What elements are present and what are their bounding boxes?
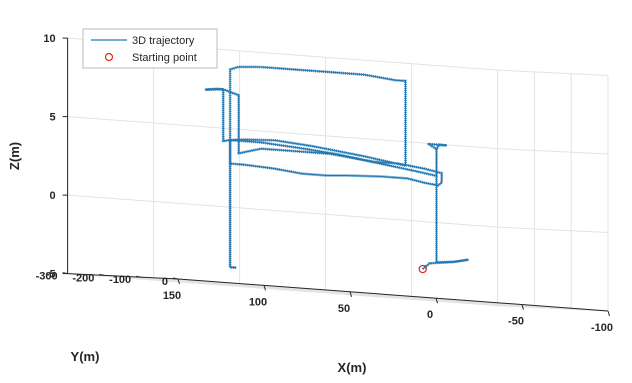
x-tick-label: 50	[338, 303, 350, 315]
starting-point-marker	[418, 264, 427, 274]
legend-entry-start: Starting point	[132, 52, 197, 64]
x-tick-mark	[435, 298, 438, 304]
y-tick-label: -200	[72, 272, 94, 284]
backwall-gridline-z	[67, 194, 498, 228]
x-tick-mark	[521, 304, 524, 310]
legend-entry-trajectory: 3D trajectory	[132, 35, 195, 47]
z-tick-label: -5	[46, 269, 56, 281]
y-tick-label: 0	[162, 276, 168, 288]
trajectory-line-texture	[204, 65, 469, 271]
z-tick-label: 0	[49, 190, 55, 202]
z-tick-label: 10	[43, 33, 55, 45]
y-tick-label: -100	[109, 274, 131, 286]
x-tick-mark	[607, 310, 610, 317]
x-tick-label: 150	[163, 290, 181, 302]
legend: 3D trajectory Starting point	[82, 28, 218, 69]
y-tick-mark	[99, 273, 105, 276]
x-tick-mark	[349, 291, 352, 297]
x-axis-line	[177, 278, 609, 312]
x-tick-label: -50	[508, 316, 524, 328]
backwall-gridline-z	[67, 116, 498, 150]
x-tick-label: 100	[249, 296, 267, 308]
floor-gridline-y	[104, 274, 535, 308]
trajectory-line	[205, 66, 469, 270]
legend-marker-swatch	[104, 52, 114, 62]
floor-gridline-y	[141, 276, 572, 310]
y-axis-label: Y(m)	[71, 349, 100, 364]
sidewall-gridline-z	[497, 148, 609, 155]
grid-lines	[67, 37, 609, 312]
x-tick-label: -100	[591, 322, 613, 334]
x-tick-label: 0	[427, 309, 433, 321]
x-tick-mark	[263, 285, 266, 291]
y-tick-label: -300	[36, 271, 58, 283]
legend-box	[82, 28, 218, 69]
series-layer	[204, 65, 469, 274]
y-tick-mark	[172, 277, 179, 280]
x-tick-mark	[177, 278, 180, 285]
backwall-gridline-z	[67, 273, 498, 307]
y-tick-mark	[136, 275, 142, 278]
sidewall-gridline-z	[497, 69, 609, 76]
sidewall-gridline-z	[497, 226, 609, 233]
z-axis-label: Z(m)	[7, 142, 22, 170]
y-axis-line	[67, 273, 179, 280]
axes	[62, 37, 610, 317]
z-tick-label: 5	[49, 112, 55, 124]
x-axis-label: X(m)	[338, 360, 367, 375]
